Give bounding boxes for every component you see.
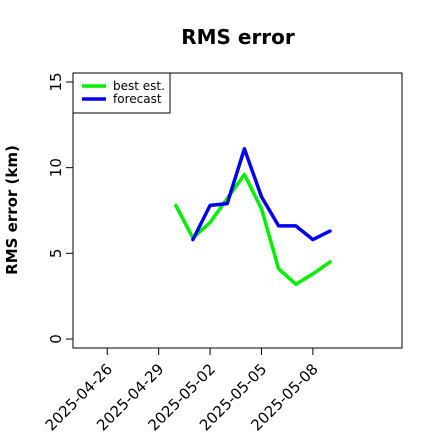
y-tick-label: 0 [47,334,65,344]
y-tick-label: 15 [47,72,65,91]
legend-box [72,72,171,114]
legend-label: best est. [113,79,165,93]
y-tick-label: 5 [47,249,65,259]
series-line-best-est [174,172,332,286]
y-axis-title: RMS error (km) [3,145,21,275]
y-axis: 0 5 10 15 [47,72,73,344]
legend: best est.forecast [72,72,171,114]
plot-frame [72,72,403,349]
y-tick-label: 10 [47,158,65,177]
series-layer [174,147,332,286]
x-axis: 2025-04-262025-04-292025-05-022025-05-05… [42,348,322,434]
series-line-forecast [191,147,332,242]
chart-title: RMS error [181,25,295,49]
legend-label: forecast [113,92,162,106]
